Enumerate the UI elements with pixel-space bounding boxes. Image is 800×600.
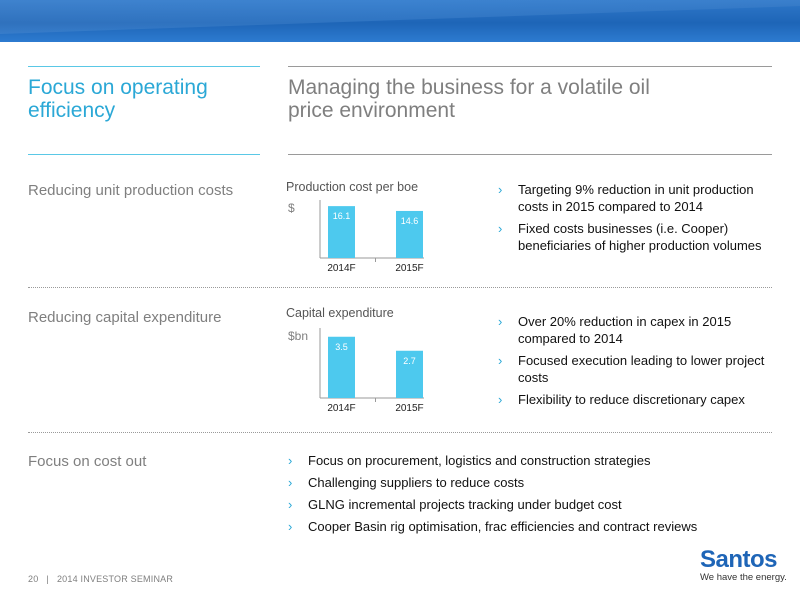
- chevron-right-icon: ›: [288, 497, 293, 512]
- bullet-item: › Focus on procurement, logistics and con…: [288, 453, 651, 468]
- bar-2015F: [396, 210, 423, 258]
- bullet-item: › Flexibility to reduce discretionary cap…: [498, 392, 745, 407]
- footer-text: 2014 INVESTOR SEMINAR: [56, 574, 174, 584]
- x-tick-label-2014F: 2014F: [327, 403, 355, 414]
- footer-separator: |: [46, 574, 49, 584]
- chevron-right-icon: ›: [288, 475, 293, 490]
- chevron-right-icon: ›: [288, 453, 293, 468]
- capex-bullet-list: › Over 20% reduction in capex in 2015 com…: [498, 313, 773, 413]
- chart-title-production-cost: Production cost per boe: [286, 180, 419, 194]
- capital-expenditure-chart: $bn 3.5 2014F 2.7 2015F: [288, 328, 424, 414]
- section-title: Focus on operating efficiency: [28, 76, 208, 122]
- section-label-production-costs: Reducing unit production costs: [28, 182, 234, 199]
- page-number: 20: [28, 574, 39, 584]
- x-tick-label-2015F: 2015F: [395, 263, 423, 274]
- section-label-cost-out: Focus on cost out: [28, 453, 147, 470]
- logo-tagline: We have the energy.: [700, 572, 787, 583]
- bar-2014F: [328, 206, 355, 258]
- bullet-item: › Challenging suppliers to reduce costs: [288, 475, 525, 490]
- production-cost-chart: $16.1 2014F 14.6 2015F: [288, 200, 424, 274]
- data-label-2015F: 2.7: [403, 356, 416, 366]
- data-label-2015F: 14.6: [401, 216, 419, 226]
- footer: 20 | 2014 INVESTOR SEMINAR: [28, 574, 173, 584]
- bullet-item: › Cooper Basin rig optimisation, frac eff…: [288, 519, 698, 534]
- slide-title: Managing the business for a volatile oil…: [288, 76, 650, 122]
- section-divider: [28, 432, 772, 433]
- y-axis-unit-label: $bn: [288, 329, 308, 343]
- x-tick-label-2014F: 2014F: [327, 263, 355, 274]
- header-banner: [0, 0, 800, 42]
- logo-brand: Santos: [700, 546, 778, 573]
- title-bottom-rule-left: [28, 154, 260, 155]
- bullet-item: › Fixed costs businesses (i.e. Cooper) be…: [498, 221, 762, 253]
- title-top-rule-right: [288, 66, 772, 67]
- section-label-capital-expenditure: Reducing capital expenditure: [28, 309, 222, 326]
- y-axis-unit-label: $: [288, 201, 295, 215]
- bar-2014F: [328, 336, 355, 398]
- bullet-item: › Targeting 9% reduction in unit producti…: [498, 182, 754, 214]
- x-tick-label-2015F: 2015F: [395, 403, 423, 414]
- data-label-2014F: 3.5: [335, 342, 348, 352]
- santos-logo: Santos We have the energy.: [700, 548, 787, 584]
- title-bottom-rule-right: [288, 154, 772, 155]
- chevron-right-icon: ›: [498, 353, 503, 368]
- chevron-right-icon: ›: [498, 314, 503, 329]
- cost-out-bullet-list: › Focus on procurement, logistics and con…: [288, 452, 768, 540]
- section-divider: [28, 287, 772, 288]
- chevron-right-icon: ›: [288, 519, 293, 534]
- bullet-item: › GLNG incremental projects tracking unde…: [288, 497, 622, 512]
- chart-title-capital-expenditure: Capital expenditure: [286, 306, 394, 320]
- production-costs-bullet-list: › Targeting 9% reduction in unit producti…: [498, 181, 773, 259]
- title-top-rule-left: [28, 66, 260, 67]
- chevron-right-icon: ›: [498, 182, 503, 197]
- bullet-item: › Over 20% reduction in capex in 2015 com…: [498, 314, 732, 346]
- data-label-2014F: 16.1: [333, 211, 351, 221]
- chevron-right-icon: ›: [498, 221, 503, 236]
- chevron-right-icon: ›: [498, 392, 503, 407]
- bar-2015F: [396, 350, 423, 398]
- bullet-item: › Focused execution leading to lower proj…: [498, 353, 765, 385]
